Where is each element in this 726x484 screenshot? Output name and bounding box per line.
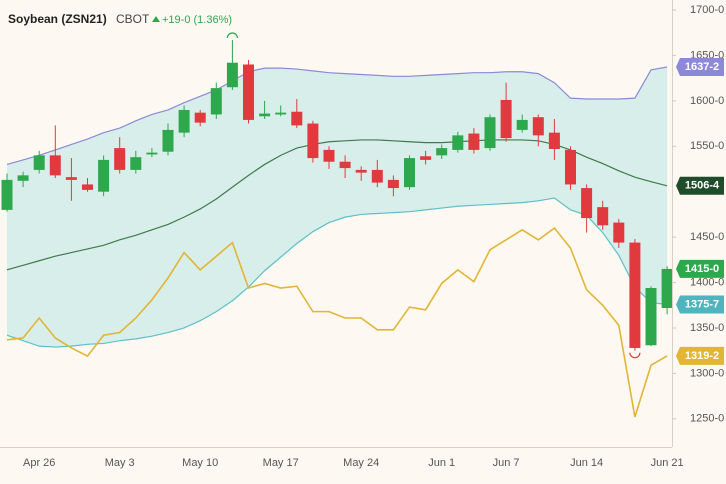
x-tick-label: Apr 26 xyxy=(23,457,55,469)
y-tick-label: 1250-0 xyxy=(690,413,724,425)
price-badge xyxy=(676,346,724,365)
candle-body xyxy=(516,119,528,130)
plot-area xyxy=(1,32,673,418)
candle-body xyxy=(371,169,383,183)
price-badge xyxy=(676,58,724,77)
price-badge xyxy=(676,295,724,314)
x-tick-label: May 3 xyxy=(105,457,135,469)
price-badge xyxy=(676,176,724,195)
y-tick-label: 1400-0 xyxy=(690,276,724,288)
candle-body xyxy=(548,132,560,149)
candle-body xyxy=(484,117,496,149)
exchange: CBOT xyxy=(116,12,150,26)
candle-body xyxy=(323,149,335,162)
candle-body xyxy=(452,135,464,150)
y-tick-label: 1450-0 xyxy=(690,231,724,243)
candle-body xyxy=(1,179,13,210)
candle-body xyxy=(645,288,657,346)
x-tick-label: Jun 1 xyxy=(428,457,455,469)
candle-body xyxy=(146,152,158,155)
candle-body xyxy=(597,207,609,226)
y-tick-label: 1550-0 xyxy=(690,140,724,152)
indicator-line xyxy=(6,197,668,348)
indicator-line xyxy=(6,226,668,418)
candle-body xyxy=(33,155,45,170)
candle-body xyxy=(259,113,271,117)
candle-body xyxy=(468,133,480,150)
candle-body xyxy=(532,117,544,136)
candle-body xyxy=(98,159,110,192)
price-badge-label: 1637-2 xyxy=(685,61,719,73)
candle-body xyxy=(420,156,432,160)
candle-body xyxy=(661,268,673,308)
candle-body xyxy=(387,179,399,189)
candle-body xyxy=(17,175,29,181)
x-tick-label: Jun 14 xyxy=(570,457,603,469)
candle-body xyxy=(613,222,625,243)
x-tick-label: Jun 21 xyxy=(651,457,684,469)
candle-body xyxy=(404,158,415,188)
candle-body xyxy=(210,88,222,115)
price-change: +19-0 (1.36%) xyxy=(162,14,232,26)
candle-body xyxy=(291,111,303,126)
price-badge-label: 1319-2 xyxy=(685,350,719,362)
candle-body xyxy=(436,148,448,156)
price-badge xyxy=(676,259,724,278)
low-marker xyxy=(629,352,641,359)
candle-body xyxy=(65,177,77,180)
candle-body xyxy=(307,123,319,159)
y-tick-label: 1350-0 xyxy=(690,322,724,334)
candle-body xyxy=(629,242,641,348)
candle-body xyxy=(82,184,93,190)
price-badge-label: 1375-7 xyxy=(685,298,719,310)
indicator-line xyxy=(6,66,668,166)
candle-body xyxy=(49,155,61,176)
candle-body xyxy=(114,148,126,170)
candle-body xyxy=(581,188,593,219)
y-tick-label: 1600-0 xyxy=(690,95,724,107)
candle-body xyxy=(162,129,174,152)
x-tick-label: May 17 xyxy=(263,457,299,469)
candle-body xyxy=(226,62,238,88)
change-arrow xyxy=(152,16,160,22)
candle-body xyxy=(355,169,367,173)
candle-body xyxy=(194,112,206,123)
x-tick-label: Jun 7 xyxy=(493,457,520,469)
candle-body xyxy=(178,109,190,133)
y-tick-label: 1700-0 xyxy=(690,4,724,16)
candle-body xyxy=(275,112,287,115)
high-marker xyxy=(226,32,238,39)
x-tick-label: May 10 xyxy=(182,457,218,469)
candle-body xyxy=(130,157,142,170)
x-tick-label: May 24 xyxy=(343,457,379,469)
candle-body xyxy=(565,149,576,185)
candle-body xyxy=(500,99,512,139)
header-bg xyxy=(4,10,242,30)
candle-body xyxy=(243,64,254,120)
price-badge-label: 1506-4 xyxy=(685,180,720,192)
y-tick-label: 1300-0 xyxy=(690,367,724,379)
chart-title: Soybean (ZSN21) xyxy=(8,12,107,26)
price-badge-label: 1415-0 xyxy=(685,263,719,275)
candle-body xyxy=(339,161,351,169)
